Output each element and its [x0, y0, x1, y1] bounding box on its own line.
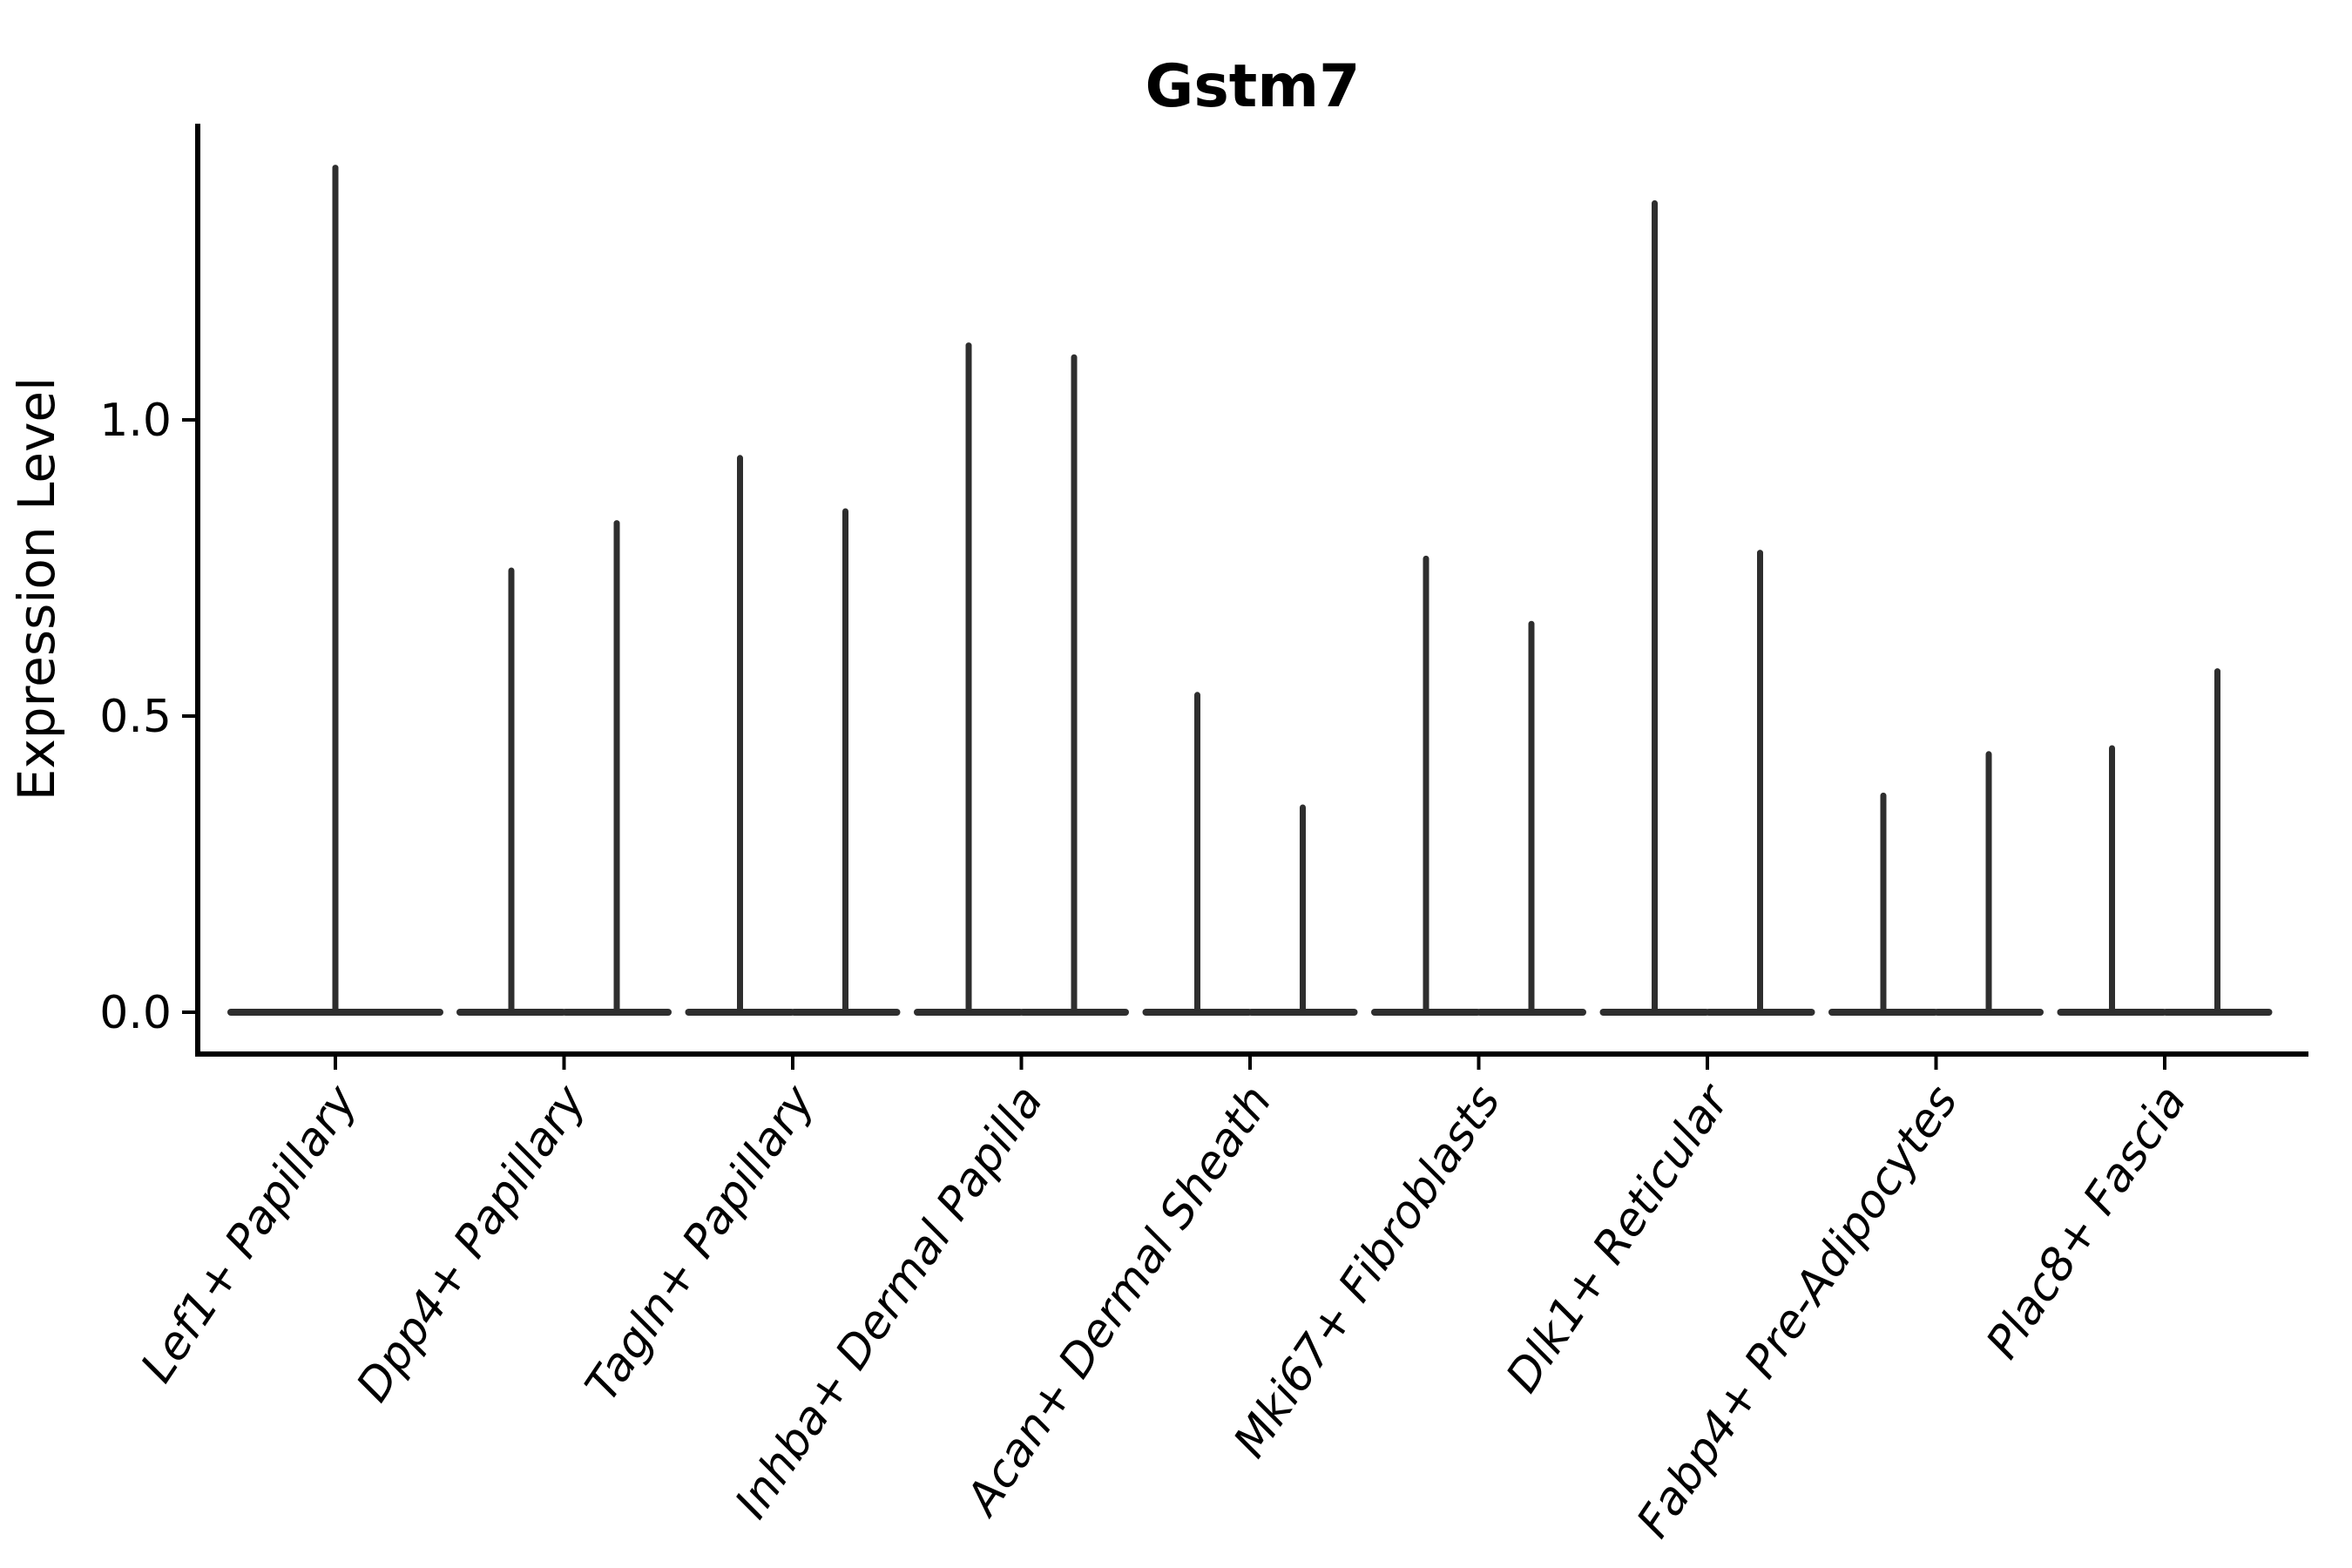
violin [1934, 751, 2044, 1016]
x-tick-label: Tagln+ Papillary [576, 1076, 826, 1411]
x-tick-label: Dlk1+ Reticular [1497, 1074, 1741, 1402]
violin [914, 342, 1024, 1016]
violin [1599, 199, 1710, 1016]
violin [1705, 550, 1815, 1016]
violin [562, 520, 672, 1016]
violin [790, 508, 901, 1016]
y-tick-label: 0.0 [99, 987, 172, 1039]
violin [227, 165, 443, 1016]
violin [1828, 792, 1938, 1016]
violin [685, 455, 795, 1016]
violins [227, 165, 2273, 1016]
x-tick-label: Mki67+ Fibroblasts [1224, 1077, 1511, 1467]
violin [456, 567, 566, 1016]
violin [1019, 354, 1129, 1016]
y-axis-ticks: 0.0 0.5 1.0 [99, 395, 198, 1039]
violin [1247, 804, 1358, 1016]
x-tick-label: Dpp4+ Papillary [347, 1076, 597, 1411]
violin [2162, 668, 2273, 1016]
x-tick-label: Lef1+ Papillary [132, 1076, 368, 1392]
x-tick-label: Plac8+ Fascia [1977, 1077, 2197, 1369]
violin [1142, 692, 1253, 1016]
chart-title: Gstm7 [1146, 52, 1361, 121]
y-tick-label: 1.0 [99, 395, 172, 447]
y-axis-label: Expression Level [7, 377, 66, 801]
y-tick-label: 0.5 [99, 691, 172, 743]
violin [2057, 745, 2167, 1016]
violin [1371, 555, 1481, 1016]
violin [1477, 620, 1586, 1016]
